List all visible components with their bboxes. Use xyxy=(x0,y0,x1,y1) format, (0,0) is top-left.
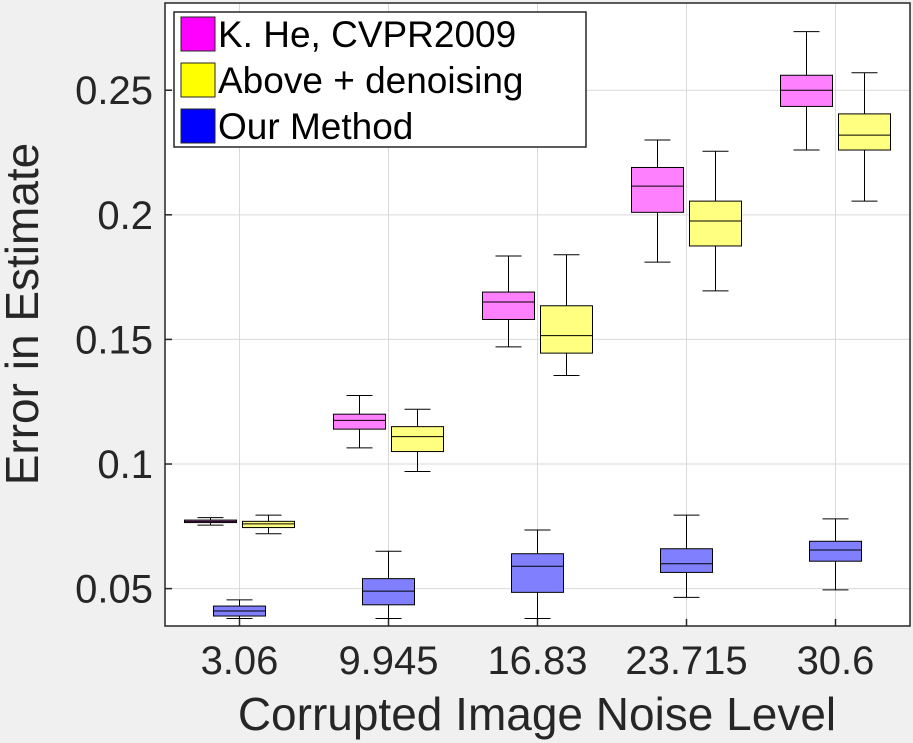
y-tick-label: 0.25 xyxy=(75,69,153,113)
box xyxy=(689,150,742,292)
legend-swatch xyxy=(180,62,216,98)
box xyxy=(511,529,564,620)
box xyxy=(362,550,415,620)
interquartile-box xyxy=(838,113,891,151)
box-groups xyxy=(184,31,891,620)
box xyxy=(184,517,237,526)
y-tick-label: 0.1 xyxy=(97,443,153,487)
interquartile-box xyxy=(511,553,564,593)
y-tick-label: 0.05 xyxy=(75,568,153,612)
interquartile-box xyxy=(631,166,684,213)
x-tick-label: 30.6 xyxy=(797,639,875,683)
x-tick-label: 16.83 xyxy=(487,639,587,683)
x-tick-label: 3.06 xyxy=(201,639,279,683)
box xyxy=(540,254,593,377)
interquartile-box xyxy=(660,548,713,573)
interquartile-box xyxy=(809,540,862,562)
x-axis-ticks: 3.06 9.945 16.83 23.715 30.6 xyxy=(201,619,875,683)
x-tick-label: 23.715 xyxy=(625,639,747,683)
legend: K. He, CVPR2009 Above + denoising Our Meth… xyxy=(173,11,587,148)
box xyxy=(660,514,713,598)
interquartile-box xyxy=(689,200,742,247)
x-tick-label: 9.945 xyxy=(338,639,438,683)
interquartile-box xyxy=(391,426,444,453)
y-tick-label: 0.15 xyxy=(75,318,153,362)
legend-box xyxy=(173,11,587,148)
legend-label: Our Method xyxy=(218,106,413,147)
box xyxy=(838,72,891,202)
x-axis-label: Corrupted Image Noise Level xyxy=(238,688,836,740)
y-tick-label: 0.2 xyxy=(97,194,153,238)
legend-swatch xyxy=(180,16,216,52)
box xyxy=(391,408,444,472)
interquartile-box xyxy=(540,305,593,354)
box xyxy=(809,518,862,591)
legend-label: Above + denoising xyxy=(218,60,524,101)
box xyxy=(213,599,266,620)
legend-label: K. He, CVPR2009 xyxy=(218,14,516,55)
box xyxy=(780,31,833,151)
box xyxy=(631,139,684,263)
interquartile-box xyxy=(780,74,833,107)
box xyxy=(482,255,535,348)
y-axis-ticks: 0.05 0.1 0.15 0.2 0.25 xyxy=(75,69,172,612)
y-axis-label: Error in Estimate xyxy=(0,143,48,486)
interquartile-box xyxy=(242,520,295,529)
interquartile-box xyxy=(482,291,535,320)
interquartile-box xyxy=(362,578,415,606)
legend-swatch xyxy=(180,108,216,144)
interquartile-box xyxy=(333,413,386,430)
box xyxy=(333,394,386,449)
box xyxy=(242,514,295,535)
